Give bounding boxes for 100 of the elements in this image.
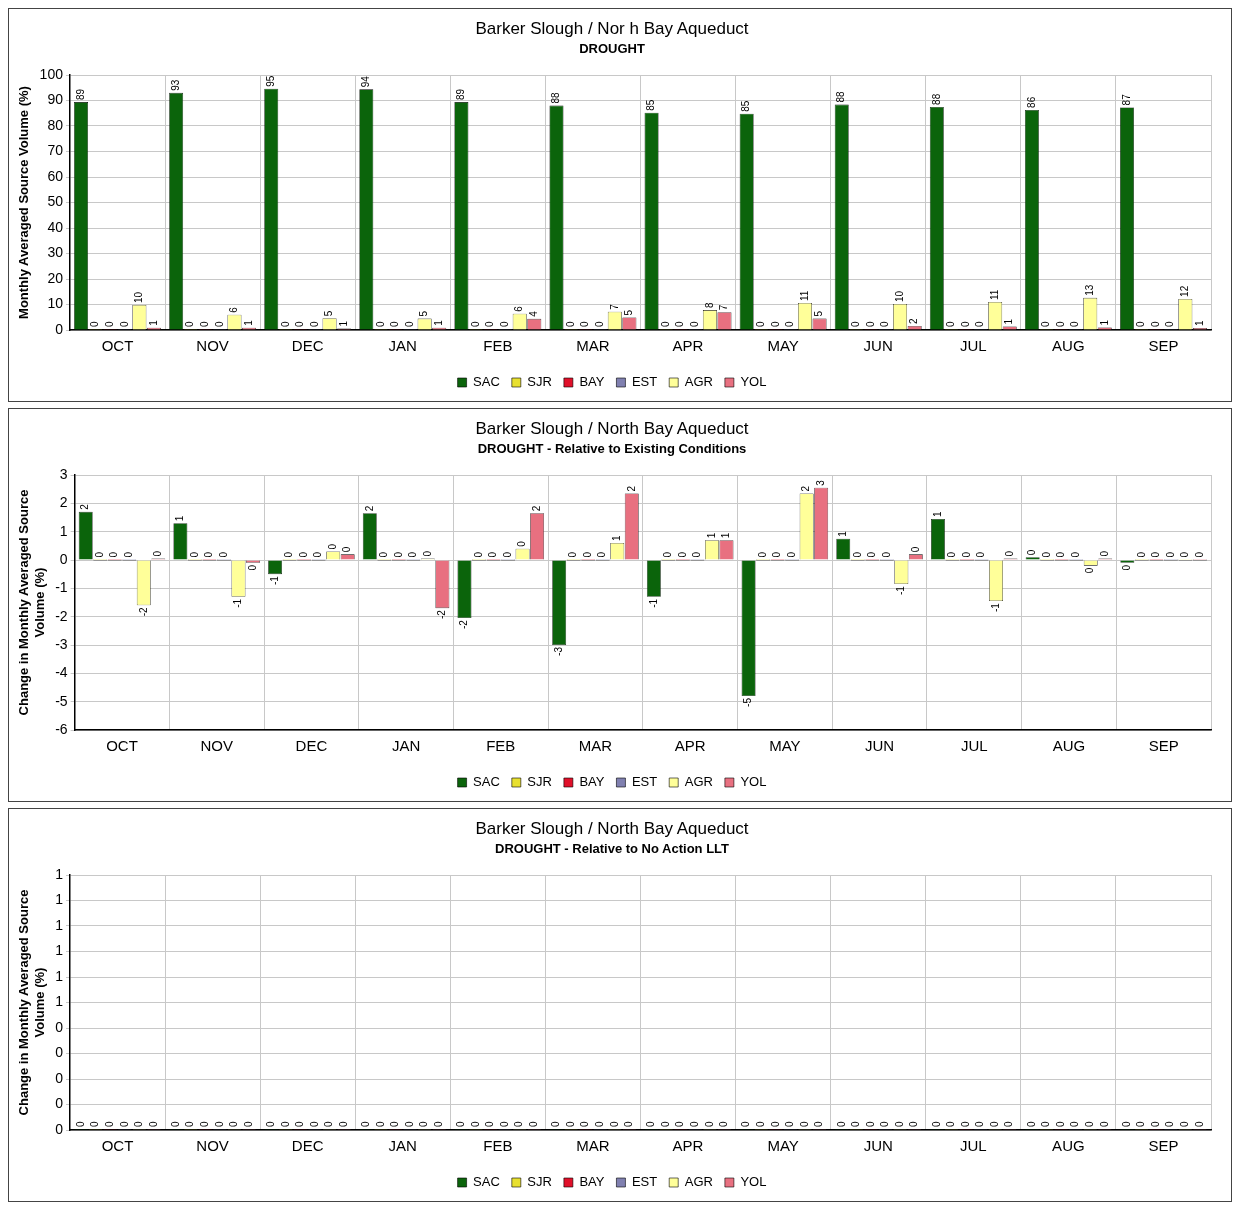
data-label: 0 (294, 321, 306, 327)
data-label: 0 (579, 321, 591, 327)
x-tick-label: JUN (864, 737, 895, 755)
data-label: 0 (1025, 1121, 1037, 1127)
x-tick-label: OCT (106, 737, 138, 755)
data-label: 5 (418, 310, 430, 317)
data-label: 1 (837, 530, 849, 537)
data-label: 0 (1121, 564, 1133, 571)
data-label: 0 (93, 551, 105, 558)
data-label: 0 (718, 1121, 730, 1127)
data-label: 0 (487, 551, 499, 558)
data-label: 0 (676, 551, 688, 558)
chart-subtitle: DROUGHT (579, 40, 645, 56)
data-label: 0 (959, 1121, 971, 1127)
data-label: 0 (785, 551, 797, 558)
y-tick-label: 0 (55, 1095, 64, 1112)
data-label: 0 (623, 1121, 635, 1127)
data-label: 88 (835, 91, 847, 103)
data-label: 2 (79, 503, 91, 510)
data-label: 0 (341, 546, 353, 553)
data-label: 0 (581, 551, 593, 558)
legend-label: SJR (527, 774, 552, 790)
data-label: 0 (1069, 321, 1081, 327)
data-label: 0 (674, 321, 686, 327)
data-label: -5 (742, 697, 754, 707)
data-label: 0 (1084, 567, 1096, 574)
data-label: 0 (337, 1121, 349, 1127)
x-tick-label: DEC (295, 737, 328, 755)
data-label: 0 (769, 1121, 781, 1127)
x-tick-label: NOV (196, 337, 229, 355)
data-label: 0 (1164, 551, 1176, 558)
data-label: 89 (455, 88, 467, 101)
y-tick-label: 50 (47, 193, 64, 210)
x-tick-label: JUL (960, 737, 988, 755)
data-label: 0 (908, 1121, 920, 1127)
data-label: 0 (432, 1121, 444, 1127)
y-tick-label: 60 (47, 167, 64, 184)
x-tick-label: AUG (1052, 737, 1086, 755)
y-tick-label: 0 (55, 1069, 64, 1086)
data-label: 0 (771, 551, 783, 558)
y-tick-label: 30 (47, 244, 64, 261)
y-tick-label: 80 (47, 116, 64, 133)
data-label: 0 (199, 321, 211, 327)
data-label: 0 (147, 1121, 159, 1127)
data-label: 5 (813, 310, 825, 317)
data-label: 0 (740, 1121, 752, 1127)
y-tick-label: 1 (55, 891, 64, 908)
x-tick-label: JAN (391, 737, 421, 755)
data-label: 0 (893, 1121, 905, 1127)
chart-title: Barker Slough / North Bay Aqueduct (475, 818, 749, 838)
data-label: 0 (946, 551, 958, 558)
data-label: 88 (930, 93, 942, 105)
data-label: 11 (988, 289, 1000, 300)
data-label: -1 (895, 585, 907, 595)
x-tick-label: NOV (196, 1137, 229, 1155)
legend-label: BAY (579, 374, 605, 390)
chart-title: Barker Slough / Nor h Bay Aqueduct (475, 18, 749, 38)
data-label: -2 (436, 609, 448, 620)
x-tick-label: SEP (1148, 737, 1179, 755)
data-label: 0 (392, 551, 404, 558)
y-tick-label: 2 (59, 494, 68, 511)
data-label: 0 (864, 321, 876, 327)
data-label: 0 (798, 1121, 810, 1127)
data-label: 0 (152, 550, 164, 557)
x-tick-label: JUN (863, 1137, 893, 1155)
data-label: 0 (469, 321, 481, 327)
legend-label: YOL (740, 774, 767, 790)
data-label: -1 (989, 602, 1001, 612)
data-label: 11 (798, 290, 810, 301)
data-label: 0 (974, 1121, 986, 1127)
data-label: 1 (1193, 319, 1205, 326)
data-label: 0 (988, 1121, 1000, 1127)
x-tick-label: NOV (200, 737, 233, 755)
data-label: 0 (880, 551, 892, 558)
data-label: 0 (1149, 1121, 1161, 1127)
data-label: 0 (217, 551, 229, 558)
x-tick-label: AUG (1052, 337, 1085, 355)
data-label: 0 (689, 321, 701, 327)
data-label: 1 (705, 532, 717, 539)
data-label: 0 (769, 321, 781, 327)
data-label: 0 (484, 1121, 496, 1127)
y-tick-label: 0 (55, 1120, 64, 1137)
data-label: 0 (866, 551, 878, 558)
data-label: 0 (389, 321, 401, 327)
data-label: 0 (784, 1121, 796, 1127)
y-tick-label: 3 (59, 465, 68, 482)
x-tick-label: APR (672, 1137, 704, 1155)
y-tick-label: 1 (55, 865, 64, 882)
data-label: -2 (458, 619, 470, 629)
data-label: 0 (659, 321, 671, 327)
data-label: 0 (645, 1121, 657, 1127)
data-label: 0 (513, 1121, 525, 1127)
data-label: 0 (945, 1121, 957, 1127)
data-label: 0 (1179, 551, 1191, 558)
data-label: 0 (203, 551, 215, 558)
data-label: 0 (1193, 1121, 1205, 1127)
x-tick-label: MAR (578, 737, 613, 755)
data-label: 0 (975, 551, 987, 558)
data-label: 86 (1025, 96, 1037, 108)
data-label: 0 (909, 546, 921, 553)
